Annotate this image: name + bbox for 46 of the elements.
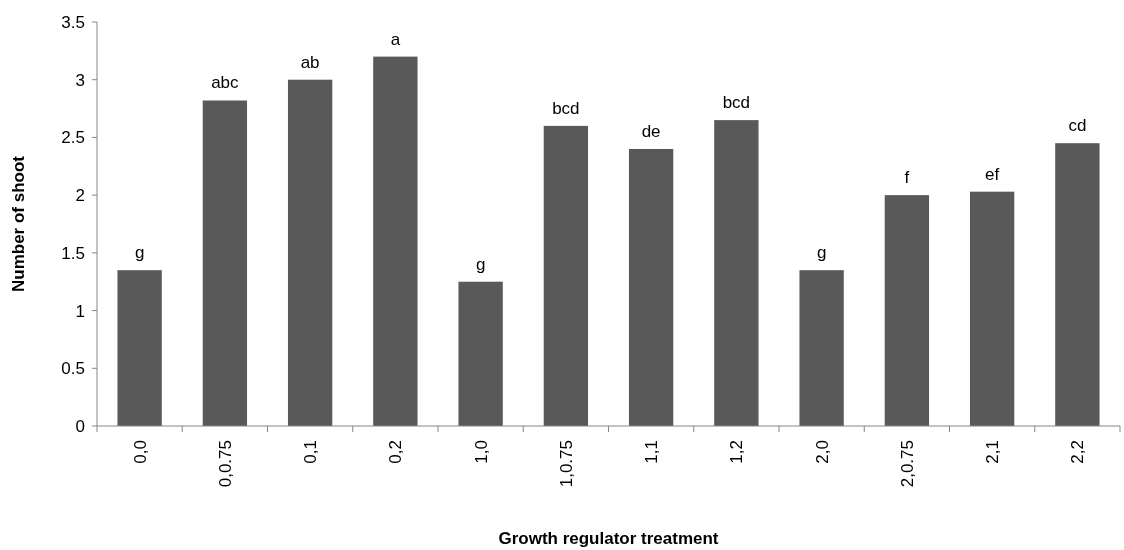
bar xyxy=(884,195,930,426)
bar xyxy=(799,270,844,426)
x-tick-label: 1,0.75 xyxy=(556,440,576,488)
annotation: de xyxy=(641,121,661,141)
annotation: bcd xyxy=(722,93,751,113)
bar xyxy=(458,281,503,426)
bar xyxy=(117,270,162,426)
annotation: a xyxy=(390,29,401,49)
bar xyxy=(1055,143,1100,426)
y-tick-label: 1 xyxy=(75,301,85,321)
bar xyxy=(543,125,589,426)
bar xyxy=(202,100,248,426)
bar xyxy=(373,56,418,426)
annotation: g xyxy=(816,243,827,263)
x-tick-label: 2,0.75 xyxy=(897,440,917,488)
annotation: g xyxy=(134,243,145,263)
x-tick-label: 2,1 xyxy=(983,440,1003,464)
y-tick-label: 2.5 xyxy=(61,128,85,148)
y-tick-label: 1.5 xyxy=(61,243,85,263)
annotation: cd xyxy=(1068,116,1087,136)
bar xyxy=(969,191,1015,426)
annotation: bcd xyxy=(552,98,580,118)
x-tick-label: 0,2 xyxy=(386,440,406,464)
y-tick-label: 0.5 xyxy=(61,359,85,379)
annotation: abc xyxy=(211,73,240,93)
x-tick-label: 1,1 xyxy=(642,440,662,464)
y-tick-label: 3 xyxy=(75,70,85,90)
x-tick-label: 0,0 xyxy=(130,440,150,464)
y-tick-label: 0 xyxy=(75,416,85,436)
y-tick-label: 3.5 xyxy=(61,12,85,32)
x-axis-title: Growth regulator treatment xyxy=(498,529,719,548)
bar xyxy=(714,120,759,426)
annotation: f xyxy=(904,168,910,188)
x-tick-label: 1,0 xyxy=(471,440,491,464)
annotation: g xyxy=(475,254,486,274)
bar xyxy=(287,79,333,426)
x-tick-label: 2,2 xyxy=(1068,440,1088,464)
y-tick-label: 2 xyxy=(75,186,85,206)
annotation: ef xyxy=(985,164,1000,184)
x-tick-label: 0,0.75 xyxy=(215,440,235,488)
y-axis-title: Number of shoot xyxy=(9,155,28,292)
x-tick-label: 0,1 xyxy=(301,440,321,464)
annotation: ab xyxy=(300,52,320,72)
x-tick-label: 2,0 xyxy=(812,440,832,464)
bar xyxy=(628,148,674,426)
x-tick-label: 1,2 xyxy=(727,440,747,464)
